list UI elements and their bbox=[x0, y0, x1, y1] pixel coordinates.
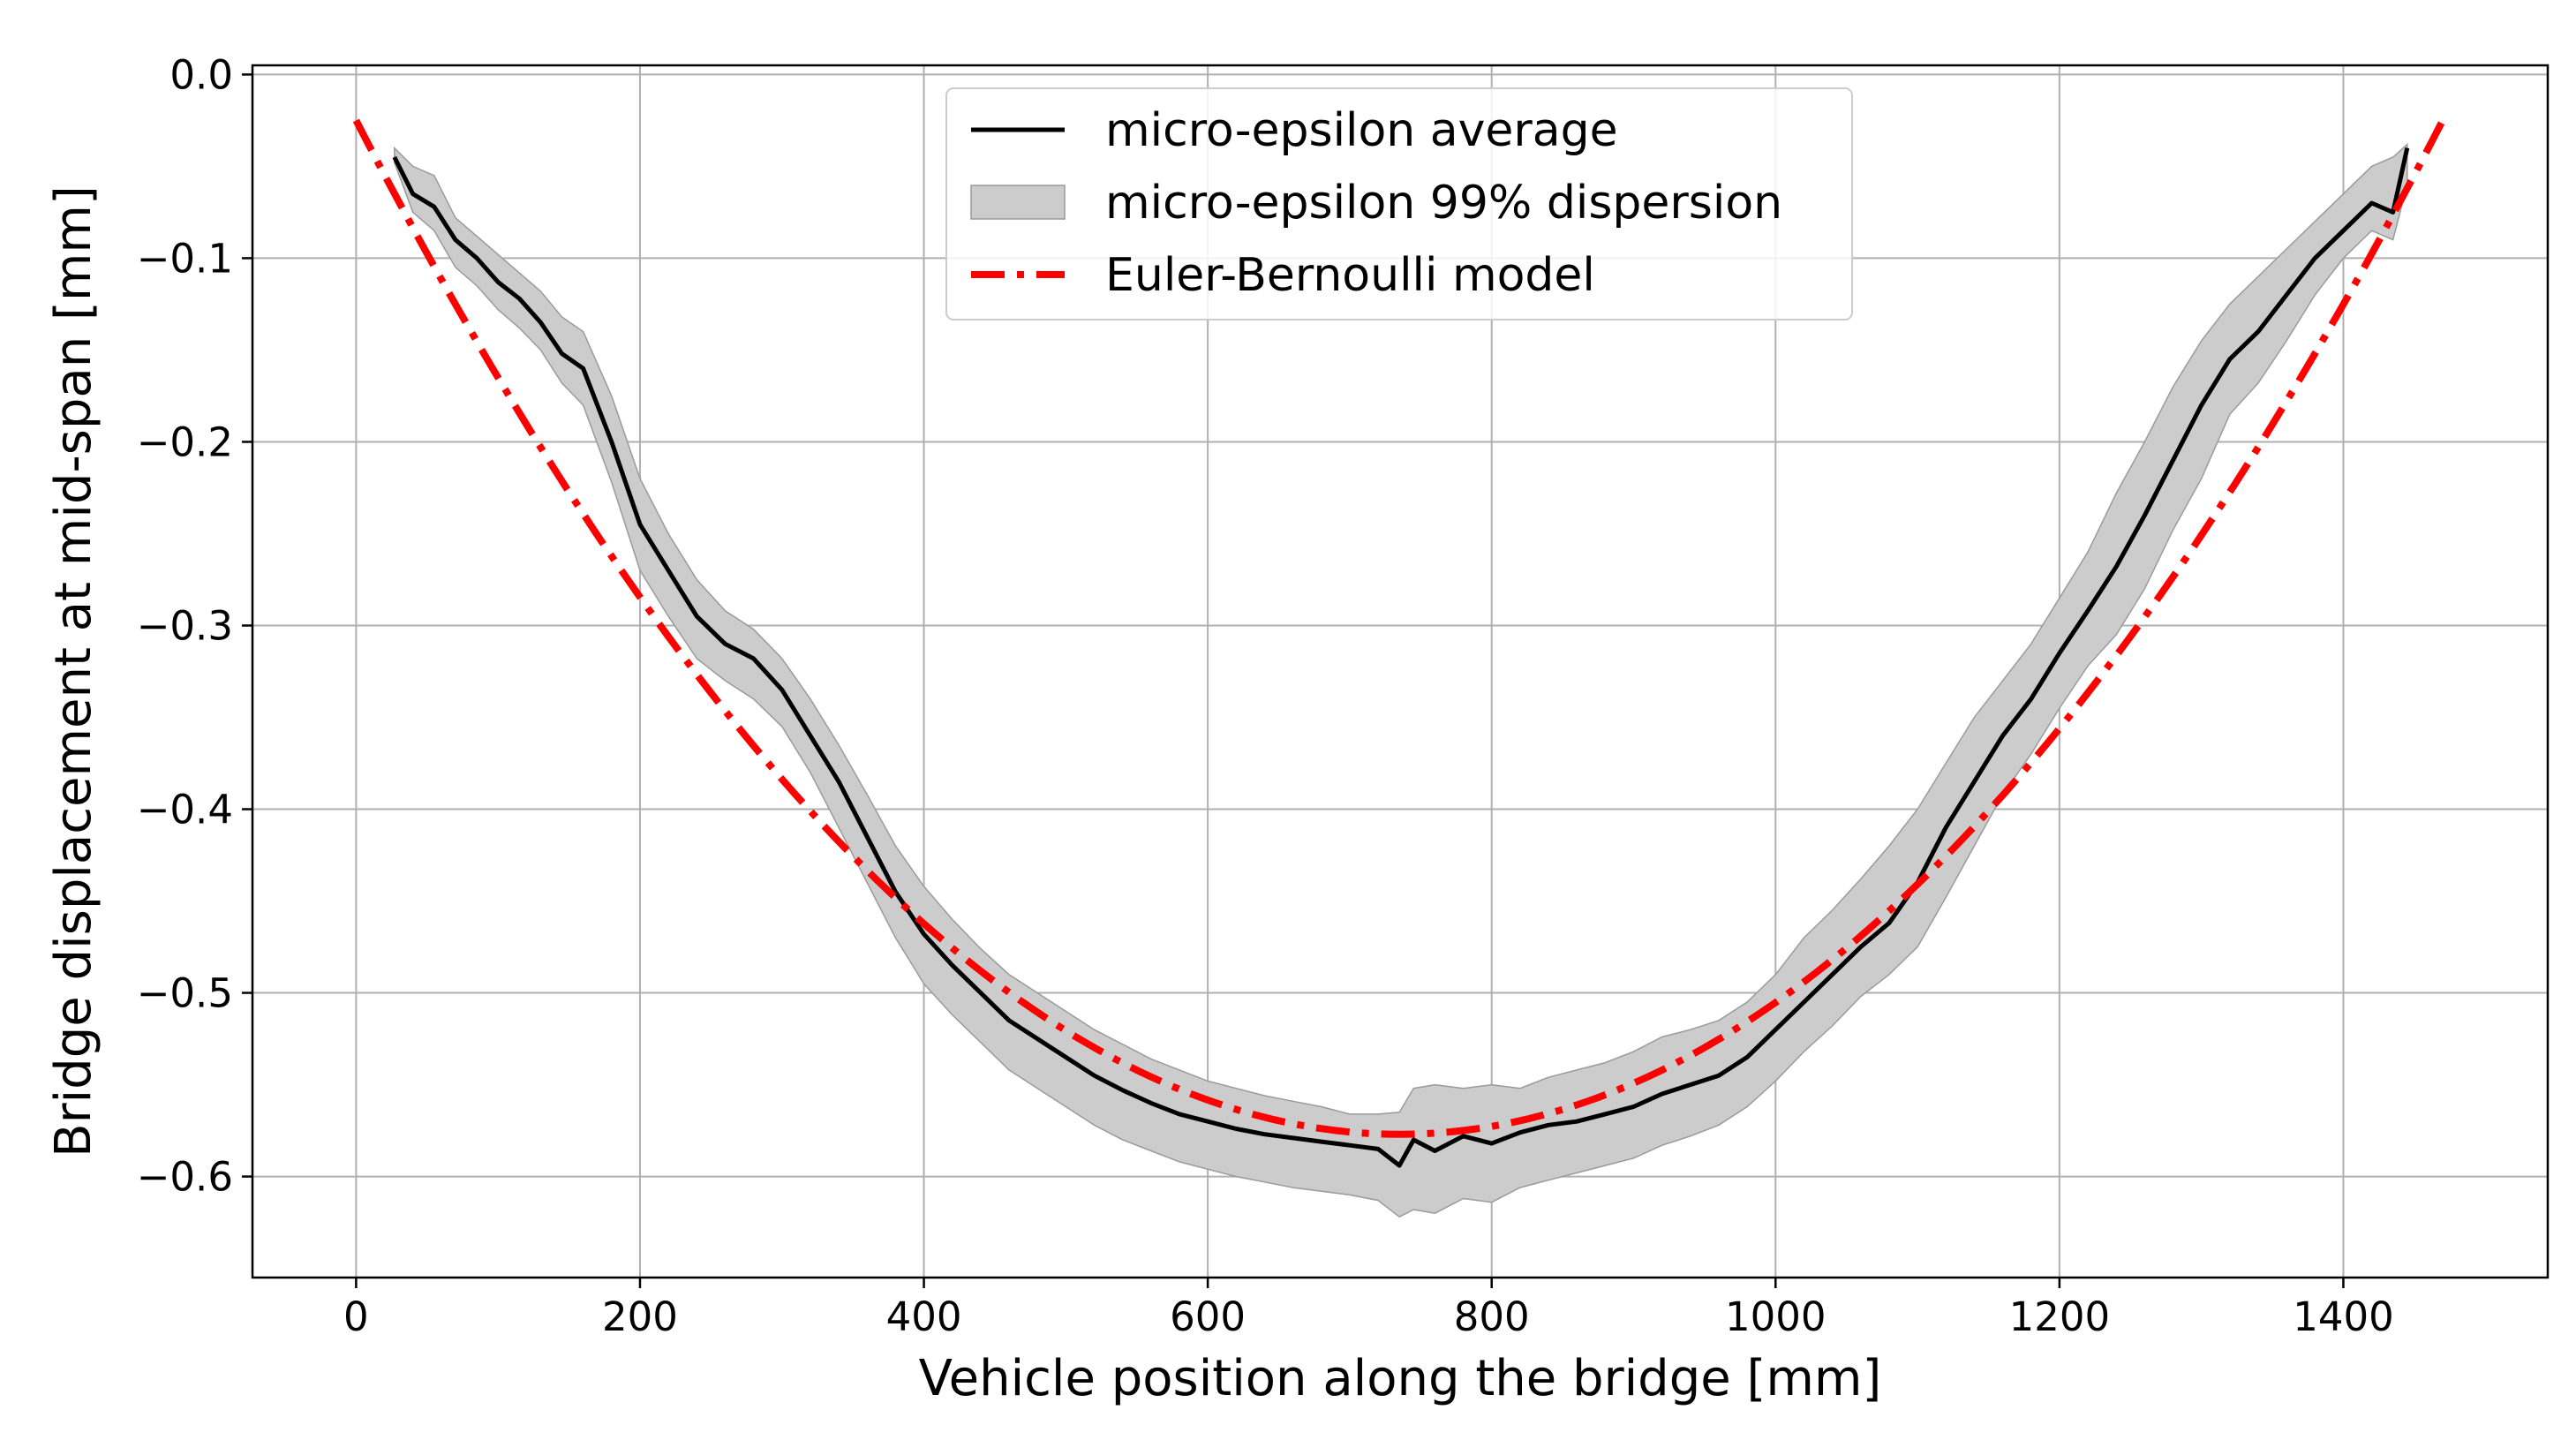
legend-box bbox=[945, 87, 1853, 320]
x-axis-label: Vehicle position along the bridge [mm] bbox=[919, 1350, 1882, 1407]
y-tick-label-3: −0.3 bbox=[137, 602, 233, 649]
legend-entry-average-label: micro-epsilon average bbox=[1105, 104, 1618, 157]
data-lines bbox=[352, 118, 2446, 1168]
y-tick-label-6: −0.6 bbox=[137, 1154, 233, 1201]
y-axis-label: Bridge displacement at mid-span [mm] bbox=[45, 185, 102, 1157]
axis-ticks: 0 200 400 600 800 1000 1200 1400 0.0 −0.1 −0.2 −0.3… bbox=[137, 51, 2394, 1340]
model-line bbox=[352, 118, 2446, 1138]
y-tick-label-2: −0.2 bbox=[137, 418, 233, 465]
x-tick-label-4: 800 bbox=[1454, 1293, 1530, 1340]
plot-frame bbox=[251, 64, 2550, 1279]
y-tick-label-5: −0.5 bbox=[137, 970, 233, 1017]
y-tick-label-1: −0.1 bbox=[137, 235, 233, 282]
legend-entry-model-label: Euler-Bernoulli model bbox=[1105, 249, 1595, 302]
x-tick-label-3: 600 bbox=[1170, 1293, 1246, 1340]
x-tick-label-5: 1000 bbox=[1725, 1293, 1827, 1340]
x-tick-label-6: 1200 bbox=[2009, 1293, 2111, 1340]
y-tick-label-4: −0.4 bbox=[137, 787, 233, 833]
x-tick-label-0: 0 bbox=[343, 1293, 369, 1340]
legend-entry-dispersion-swatch bbox=[970, 185, 1066, 220]
x-tick-label-2: 400 bbox=[886, 1293, 962, 1340]
legend: micro-epsilon average micro-epsilon 99% d… bbox=[945, 87, 1853, 320]
average-line bbox=[392, 147, 2410, 1168]
x-tick-label-1: 200 bbox=[602, 1293, 678, 1340]
x-tick-label-7: 1400 bbox=[2293, 1293, 2394, 1340]
legend-entry-dispersion-label: micro-epsilon 99% dispersion bbox=[1105, 177, 1782, 230]
y-tick-label-0: 0.0 bbox=[169, 51, 233, 98]
